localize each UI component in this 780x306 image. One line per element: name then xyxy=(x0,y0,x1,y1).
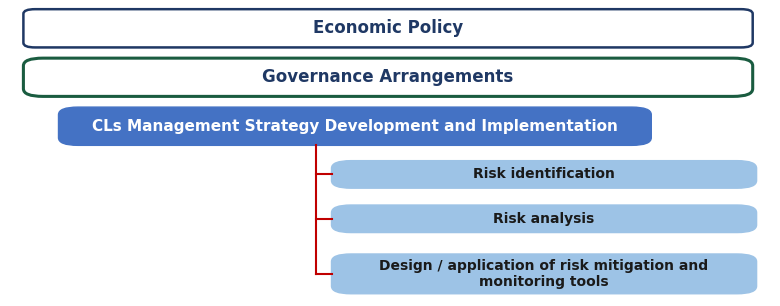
FancyBboxPatch shape xyxy=(332,254,757,294)
Text: Economic Policy: Economic Policy xyxy=(313,19,463,37)
Text: Design / application of risk mitigation and
monitoring tools: Design / application of risk mitigation … xyxy=(380,259,708,289)
FancyBboxPatch shape xyxy=(23,9,753,47)
Text: Risk identification: Risk identification xyxy=(473,167,615,181)
Text: Risk analysis: Risk analysis xyxy=(494,212,594,226)
FancyBboxPatch shape xyxy=(332,161,757,188)
Text: Governance Arrangements: Governance Arrangements xyxy=(262,68,514,86)
Text: CLs Management Strategy Development and Implementation: CLs Management Strategy Development and … xyxy=(92,119,618,134)
FancyBboxPatch shape xyxy=(58,107,651,145)
FancyBboxPatch shape xyxy=(23,58,753,96)
FancyBboxPatch shape xyxy=(332,205,757,233)
